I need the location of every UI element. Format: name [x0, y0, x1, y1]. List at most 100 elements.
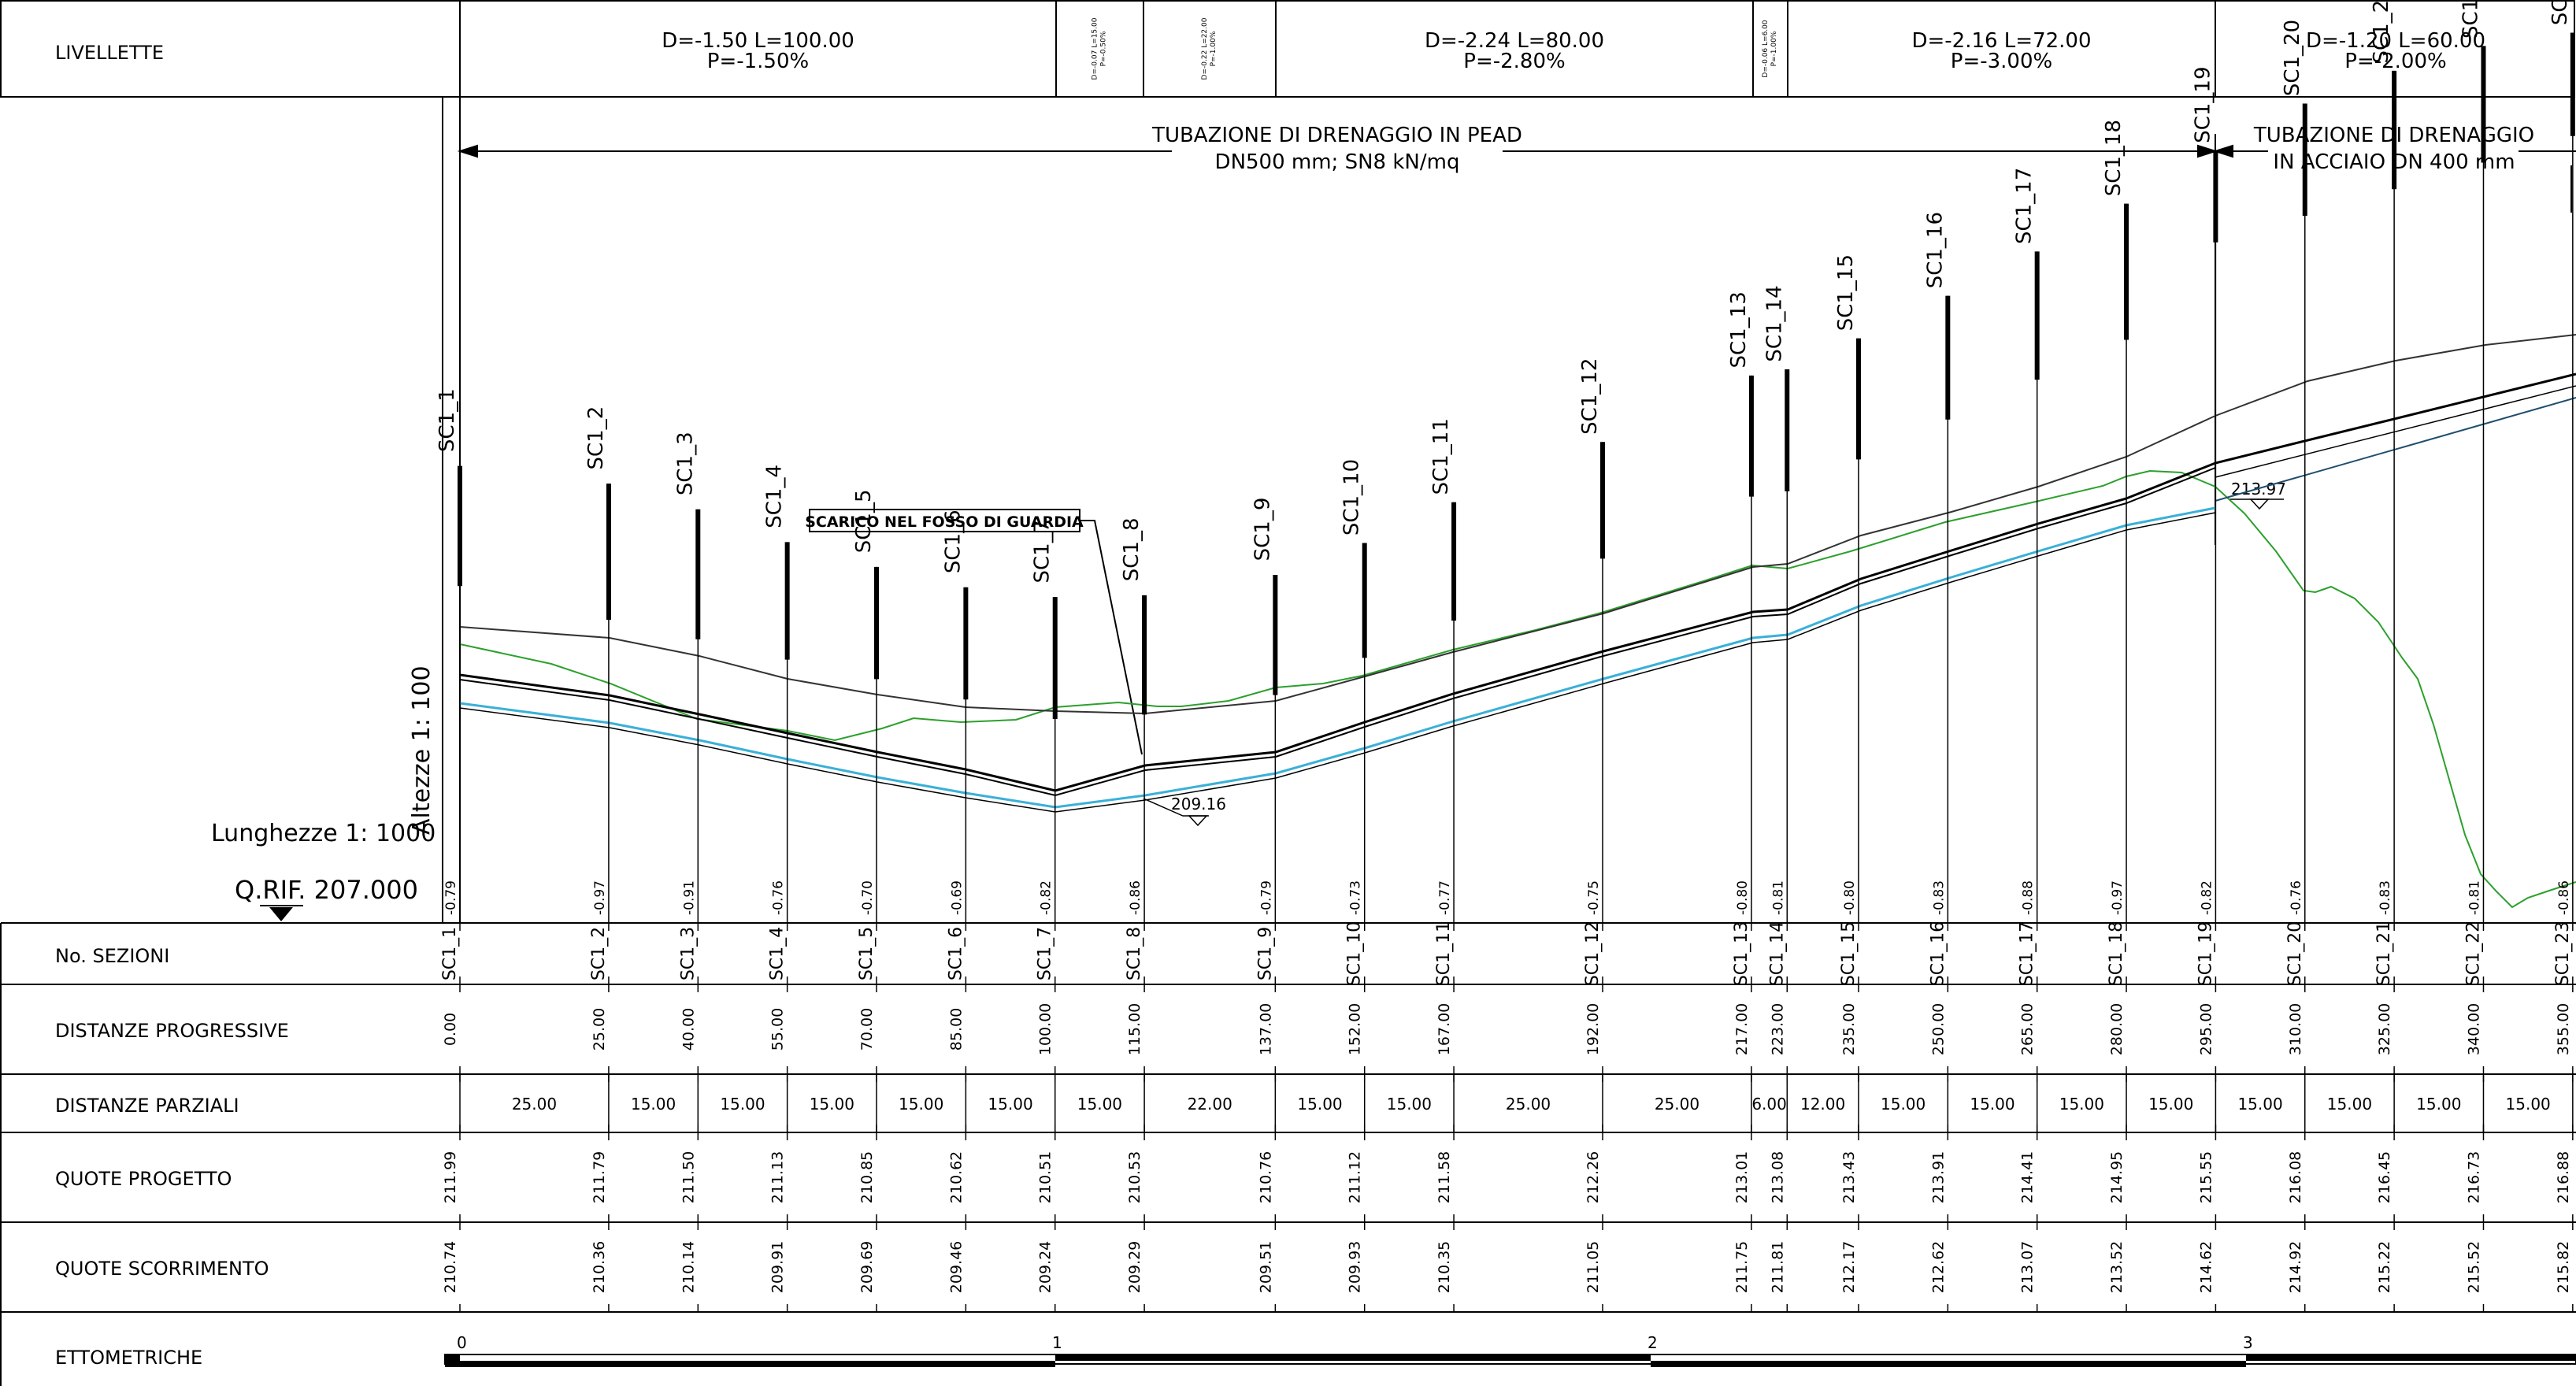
manhole-mark — [1855, 338, 1861, 460]
parziali-header: DISTANZE PARZIALI — [55, 1095, 239, 1117]
livelletta-d: D=-0.06 L=6.00 — [1762, 20, 1770, 77]
section-depth: -0.69 — [949, 880, 965, 915]
section-qp-cell: 213.43 — [1840, 1151, 1858, 1203]
section-name-top: SC1_22 — [2459, 0, 2482, 39]
livelletta-d: D=-1.50 L=100.00 — [662, 29, 854, 53]
section-qs-cell: 209.29 — [1126, 1241, 1143, 1293]
ettometrica-1: 1 — [1052, 1333, 1062, 1352]
ettometrica-3: 3 — [2243, 1333, 2253, 1352]
section-name-top: SC1_10 — [1340, 459, 1364, 536]
section-qp-cell: 216.45 — [2376, 1151, 2393, 1203]
section-qp-cell: 215.55 — [2197, 1151, 2215, 1203]
section-name-top: SC1_21 — [2370, 0, 2393, 64]
section-name-cell: SC1_22 — [2463, 921, 2483, 986]
parziale-cell: 15.00 — [899, 1095, 943, 1114]
section-qs-cell: 209.93 — [1347, 1241, 1364, 1293]
section-name-cell: SC1_21 — [2374, 921, 2394, 986]
section-name-top: SC1_20 — [2281, 20, 2304, 96]
section-qs-cell: 210.74 — [442, 1241, 459, 1293]
sezioni-header: No. SEZIONI — [55, 945, 169, 967]
section-depth: -0.81 — [2467, 880, 2482, 915]
section-qp-cell: 214.41 — [2019, 1151, 2037, 1203]
livelletta-p: P=-1.00% — [1210, 31, 1218, 66]
section-name-cell: SC1_19 — [2196, 921, 2215, 986]
ground-line — [459, 469, 2576, 909]
section-prog-cell: 25.00 — [591, 1008, 608, 1051]
section-depth: -0.97 — [592, 880, 608, 915]
section-qp-cell: 212.26 — [1585, 1151, 1602, 1203]
scarico-callout-box — [809, 509, 1080, 532]
qrif-label: Q.RIF. 207.000 — [235, 875, 418, 905]
section-qs-cell: 213.07 — [2019, 1241, 2037, 1293]
section-qs-cell: 212.62 — [1929, 1241, 1947, 1293]
livelletta-p: P=-1.50% — [707, 50, 809, 73]
section-prog-cell: 340.00 — [2465, 1003, 2482, 1055]
parziale-cell: 15.00 — [1387, 1095, 1432, 1114]
section-name-cell: SC1_17 — [2018, 921, 2037, 986]
manhole-mark — [1052, 597, 1058, 719]
section-name-cell: SC1_1 — [440, 927, 460, 980]
section-qp-cell: 210.53 — [1126, 1151, 1143, 1203]
project-line — [459, 334, 2576, 715]
level-209-triangle-icon — [1188, 815, 1208, 827]
parziale-cell: 15.00 — [810, 1095, 854, 1114]
profile-frame — [442, 97, 461, 923]
manhole-mark — [2213, 150, 2218, 243]
manhole-mark — [1600, 442, 1606, 559]
livelletta-d: D=-2.24 L=80.00 — [1425, 29, 1604, 53]
section-qp-cell: 214.95 — [2108, 1151, 2126, 1203]
qrif-marker-icon — [269, 907, 293, 921]
section-prog-cell: 250.00 — [1929, 1003, 1947, 1055]
section-name-top: SC1_23 — [2548, 0, 2572, 25]
ettometriche-header: ETTOMETRICHE — [55, 1347, 202, 1369]
section-name-top: SC1_1 — [436, 388, 459, 452]
section-qs-cell: 209.69 — [858, 1241, 876, 1293]
section-name-cell: SC1_23 — [2553, 921, 2573, 986]
section-name-top: SC1_15 — [1834, 254, 1858, 331]
pipe-top-line — [459, 372, 2576, 792]
section-depth: -0.83 — [1931, 880, 1947, 915]
section-name-top: SC1_17 — [2013, 168, 2037, 244]
parziale-cell: 15.00 — [2416, 1095, 2461, 1114]
parziale-cell: 25.00 — [1655, 1095, 1699, 1114]
section-qs-cell: 214.62 — [2197, 1241, 2215, 1293]
section-depth: -0.91 — [681, 880, 697, 915]
section-qs-cell: 209.51 — [1257, 1241, 1274, 1293]
section-name-top: SC1_18 — [2102, 120, 2126, 196]
ettometrica-2: 2 — [1648, 1333, 1658, 1352]
section-qs-cell: 211.81 — [1769, 1241, 1786, 1293]
section-name-cell: SC1_12 — [1583, 921, 1603, 986]
quote-progetto-header: QUOTE PROGETTO — [55, 1168, 232, 1190]
parziale-cell: 12.00 — [1800, 1095, 1845, 1114]
manhole-mark — [1142, 595, 1147, 715]
manhole-mark — [2392, 70, 2397, 190]
section-name-cell: SC1_6 — [946, 927, 966, 980]
section-prog-cell: 295.00 — [2197, 1003, 2215, 1055]
section-qs-cell: 210.14 — [680, 1241, 697, 1293]
parziale-cell: 22.00 — [1188, 1095, 1232, 1114]
parziale-cell: 25.00 — [512, 1095, 557, 1114]
parziale-cell: 15.00 — [2059, 1095, 2104, 1114]
parziale-cell: 15.00 — [1077, 1095, 1122, 1114]
parziale-cell: 15.00 — [2237, 1095, 2282, 1114]
section-name-cell: SC1_7 — [1036, 927, 1055, 980]
parziale-cell: 15.00 — [988, 1095, 1032, 1114]
section-qs-cell: 209.91 — [769, 1241, 787, 1293]
section-depth: -0.82 — [1039, 880, 1054, 915]
section-name-top: SC1_13 — [1727, 291, 1751, 368]
section-qp-cell: 213.08 — [1769, 1151, 1786, 1203]
section-depth: -0.80 — [1735, 880, 1751, 915]
progressive-header: DISTANZE PROGRESSIVE — [55, 1020, 289, 1042]
section-qp-cell: 210.76 — [1257, 1151, 1274, 1203]
section-name-cell: SC1_11 — [1434, 921, 1454, 986]
section-prog-cell: 325.00 — [2376, 1003, 2393, 1055]
manhole-mark — [2034, 251, 2040, 380]
section-depth: -0.97 — [2110, 880, 2126, 915]
section-depth: -0.81 — [1770, 880, 1786, 915]
section-name-top: SC1_2 — [584, 406, 608, 470]
section-depth: -0.76 — [771, 880, 787, 915]
section-prog-cell: 100.00 — [1037, 1003, 1054, 1055]
section-name-cell: SC1_14 — [1767, 921, 1787, 986]
